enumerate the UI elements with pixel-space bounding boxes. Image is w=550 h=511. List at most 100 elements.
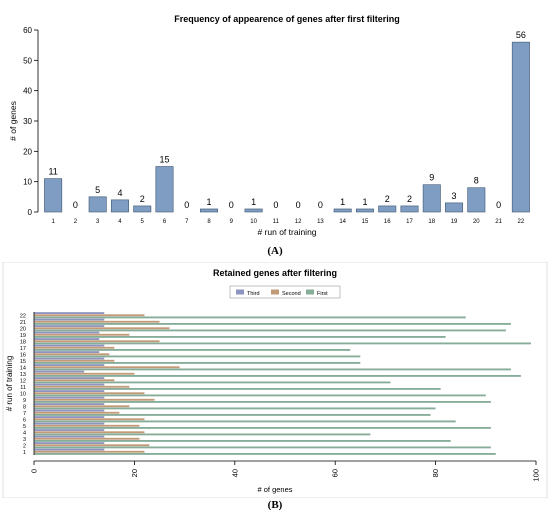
bar-third-run-14 <box>34 364 105 367</box>
bar-run-19 <box>445 202 464 213</box>
bar-second-run-4 <box>34 431 145 434</box>
y-tick-label: 7 <box>23 411 26 417</box>
chart-a-title: Frequency of appearence of genes after f… <box>174 14 400 24</box>
bar-first-run-10 <box>34 394 486 397</box>
bar-value-label: 4 <box>117 188 122 198</box>
x-tick-label: 20 <box>473 219 480 225</box>
chart-a-y-tick-label: 30 <box>23 117 32 126</box>
bar-third-run-9 <box>34 396 105 399</box>
x-tick-label: 4 <box>118 219 122 225</box>
chart-a-y-tick-label: 60 <box>23 26 32 35</box>
bar-second-run-12 <box>34 379 115 382</box>
bar-third-run-19 <box>34 331 100 334</box>
legend-label: Third <box>247 291 260 297</box>
y-tick-label: 2 <box>23 443 26 449</box>
bar-second-run-15 <box>34 359 115 362</box>
caption-a: (A) <box>267 245 283 257</box>
bar-run-6 <box>155 166 174 213</box>
chart-b-legend: Third Second First <box>229 285 341 299</box>
bar-value-label: 0 <box>229 200 234 210</box>
bar-first-run-19 <box>34 335 446 338</box>
bar-third-run-22 <box>34 312 105 315</box>
x-tick-label: 9 <box>230 219 234 225</box>
bar-second-run-11 <box>34 385 130 388</box>
y-tick-label: 9 <box>23 398 26 404</box>
chart-a-y-tick-label: 50 <box>23 56 32 65</box>
bar-first-run-7 <box>34 413 431 416</box>
bar-third-run-17 <box>34 344 105 347</box>
chart-b-x-tick-label: 40 <box>230 469 239 477</box>
x-tick-label: 5 <box>141 219 145 225</box>
bar-run-4 <box>110 199 129 213</box>
bar-value-label: 0 <box>273 200 278 210</box>
y-tick-label: 21 <box>20 320 26 326</box>
y-tick-label: 4 <box>23 430 26 436</box>
bar-run-18 <box>422 184 441 213</box>
bar-value-label: 56 <box>516 30 526 40</box>
bar-first-run-14 <box>34 368 511 371</box>
y-tick-label: 14 <box>20 365 26 371</box>
bar-third-run-1 <box>34 448 105 451</box>
chart-a-y-axis-label: # of genes <box>8 101 18 141</box>
bar-value-label: 5 <box>95 185 100 195</box>
x-tick-label: 1 <box>51 219 55 225</box>
bar-first-run-8 <box>34 407 436 410</box>
bar-third-run-10 <box>34 390 105 393</box>
bar-value-label: 8 <box>474 176 479 186</box>
y-tick-label: 3 <box>23 437 26 443</box>
bar-second-run-3 <box>34 437 140 440</box>
bar-first-run-13 <box>34 374 521 377</box>
y-tick-label: 17 <box>20 346 26 352</box>
bar-first-run-5 <box>34 426 491 429</box>
bar-run-8 <box>200 208 219 213</box>
chart-b-x-tick-label: 60 <box>331 469 340 477</box>
bar-value-label: 1 <box>207 197 212 207</box>
bar-run-15 <box>355 208 374 213</box>
bar-third-run-11 <box>34 383 105 386</box>
legend-label: Second <box>282 291 301 297</box>
chart-b-x-tick-label: 100 <box>532 469 541 482</box>
x-tick-label: 14 <box>339 219 346 225</box>
y-tick-label: 15 <box>20 359 26 365</box>
bar-second-run-18 <box>34 340 160 343</box>
bar-first-run-12 <box>34 381 391 384</box>
bar-run-1 <box>44 178 63 213</box>
y-tick-label: 12 <box>20 378 26 384</box>
bar-value-label: 9 <box>429 173 434 183</box>
frequency-bar-chart: Frequency of appearence of genes after f… <box>0 0 550 245</box>
bar-first-run-6 <box>34 420 456 423</box>
bar-value-label: 0 <box>496 200 501 210</box>
x-tick-label: 10 <box>250 219 257 225</box>
x-tick-label: 21 <box>495 219 502 225</box>
bar-second-run-6 <box>34 418 145 421</box>
bar-second-run-10 <box>34 392 145 395</box>
bar-first-run-16 <box>34 355 361 358</box>
legend-swatch <box>271 289 279 295</box>
y-tick-label: 16 <box>20 352 26 358</box>
bar-third-run-12 <box>34 377 105 380</box>
bar-second-run-21 <box>34 320 160 323</box>
chart-a-y-tick-label: 40 <box>23 87 32 96</box>
bar-third-run-21 <box>34 318 105 321</box>
y-tick-label: 19 <box>20 333 26 339</box>
bar-third-run-15 <box>34 357 105 360</box>
bar-third-run-4 <box>34 429 105 432</box>
chart-b-x-tick-label: 0 <box>30 469 39 473</box>
chart-b-y-axis-label: # run of training <box>5 356 14 412</box>
bar-second-run-19 <box>34 333 130 336</box>
bar-value-label: 11 <box>48 167 57 177</box>
x-tick-label: 3 <box>96 219 100 225</box>
bar-third-run-2 <box>34 442 105 445</box>
bar-run-16 <box>378 205 397 213</box>
bar-third-run-20 <box>34 325 105 328</box>
bar-second-run-5 <box>34 424 140 427</box>
x-tick-label: 11 <box>273 219 280 225</box>
x-tick-label: 12 <box>295 219 302 225</box>
bar-third-run-7 <box>34 409 105 412</box>
x-tick-label: 18 <box>428 219 435 225</box>
bar-first-run-9 <box>34 400 491 403</box>
bar-run-17 <box>400 205 419 213</box>
bar-second-run-20 <box>34 327 170 330</box>
bar-run-10 <box>244 208 263 213</box>
y-tick-label: 22 <box>20 313 26 319</box>
